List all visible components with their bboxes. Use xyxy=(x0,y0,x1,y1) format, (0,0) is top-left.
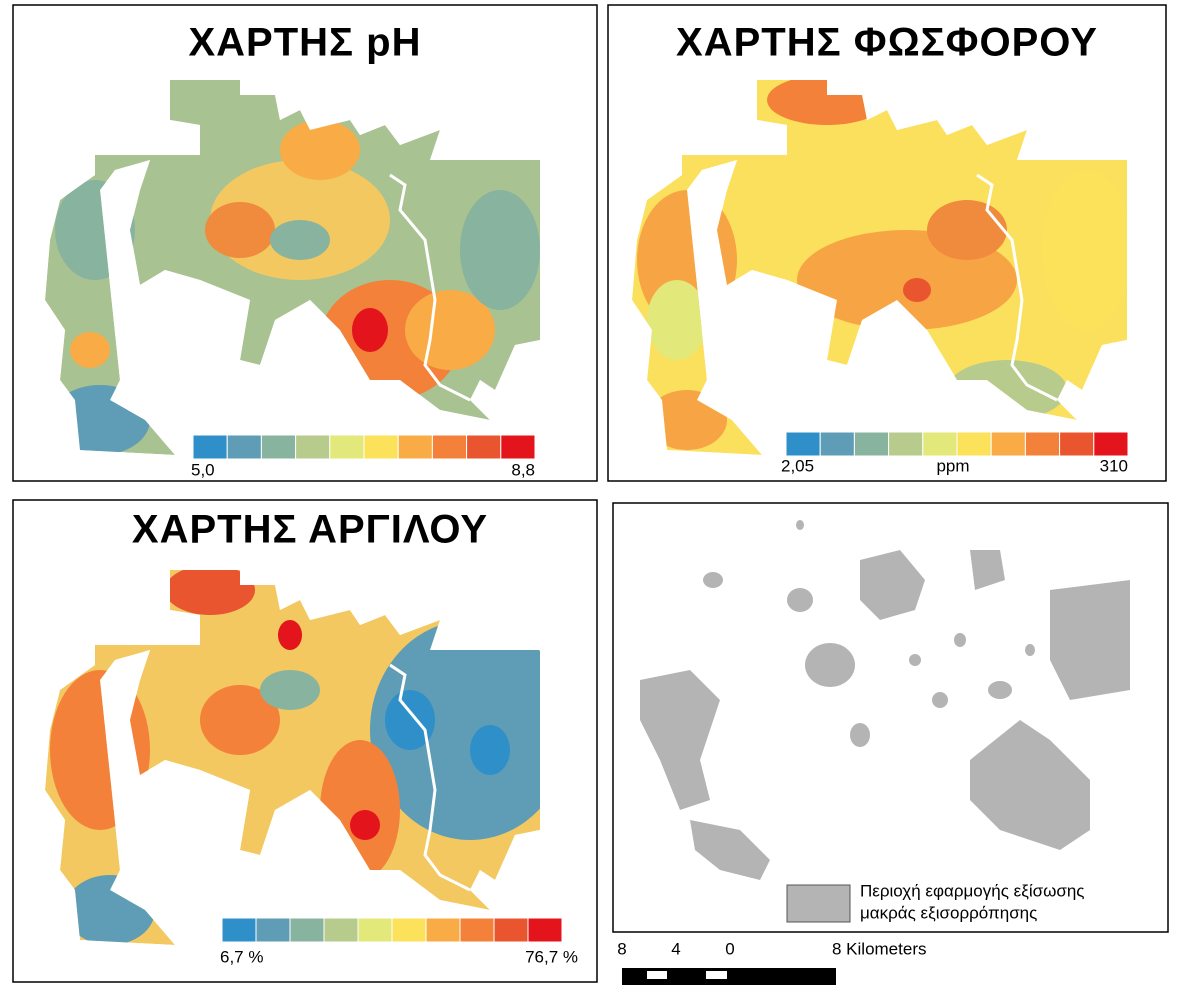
scale-label: 0 xyxy=(725,939,734,958)
legend-swatch xyxy=(786,884,851,923)
ramp-swatch xyxy=(853,431,890,457)
ramp-swatch xyxy=(990,431,1026,457)
legend-unit: ppm xyxy=(936,456,969,475)
ramp-swatch xyxy=(323,917,359,943)
ramp-swatch xyxy=(397,434,433,460)
ramp-swatch xyxy=(819,431,855,457)
ramp-swatch xyxy=(295,434,331,460)
ramp-swatch xyxy=(527,917,563,943)
panel-frame xyxy=(612,502,1169,933)
color-ramp xyxy=(192,434,536,460)
color-ramp xyxy=(221,917,563,943)
ramp-swatch xyxy=(357,917,393,943)
color-ramp xyxy=(785,431,1129,457)
ramp-swatch xyxy=(888,431,924,457)
ramp-swatch xyxy=(221,917,257,943)
ramp-swatch xyxy=(1059,431,1095,457)
ramp-swatch xyxy=(255,917,291,943)
legend-max: 76,7 % xyxy=(525,947,578,966)
application-area xyxy=(640,520,1130,880)
ramp-swatch xyxy=(363,434,399,460)
ramp-swatch xyxy=(785,431,821,457)
panel-frame xyxy=(12,499,598,983)
scale-bar xyxy=(622,968,836,985)
panel-frame xyxy=(607,4,1167,482)
legend-label: Περιοχή εφαρμογής εξίσωσης xyxy=(860,881,1085,900)
clay-map xyxy=(45,570,540,945)
scale-label: 8 xyxy=(617,939,626,958)
map-title: ΧΑΡΤΗΣ pH xyxy=(188,21,421,65)
ramp-swatch xyxy=(493,917,529,943)
panel-frame xyxy=(12,4,598,482)
phosphorus-map xyxy=(632,80,1127,455)
ph-map xyxy=(45,80,540,455)
legend-min: 2,05 xyxy=(781,456,814,475)
ramp-swatch xyxy=(466,434,502,460)
ramp-swatch xyxy=(329,434,365,460)
ramp-swatch xyxy=(500,434,536,460)
scale-label: 4 xyxy=(671,939,680,958)
legend-label: μακράς εξισορρόπησης xyxy=(860,903,1037,922)
ramp-swatch xyxy=(431,434,468,460)
ramp-swatch xyxy=(391,917,427,943)
ramp-swatch xyxy=(260,434,297,460)
ramp-swatch xyxy=(956,431,992,457)
ramp-swatch xyxy=(459,917,495,943)
legend-max: 310 xyxy=(1100,456,1128,475)
map-title: ΧΑΡΤΗΣ ΑΡΓΙΛΟΥ xyxy=(132,508,488,552)
ramp-swatch xyxy=(425,917,461,943)
ramp-swatch xyxy=(922,431,958,457)
legend-min: 5,0 xyxy=(191,460,215,479)
ramp-swatch xyxy=(226,434,262,460)
ramp-swatch xyxy=(1024,431,1061,457)
ramp-swatch xyxy=(1093,431,1129,457)
legend-max: 8,8 xyxy=(511,460,535,479)
scale-label: 8 Kilometers xyxy=(832,939,926,958)
ramp-swatch xyxy=(192,434,228,460)
legend-min: 6,7 % xyxy=(220,947,263,966)
ramp-swatch xyxy=(289,917,325,943)
map-title: ΧΑΡΤΗΣ ΦΩΣΦΟΡΟΥ xyxy=(676,21,1098,65)
